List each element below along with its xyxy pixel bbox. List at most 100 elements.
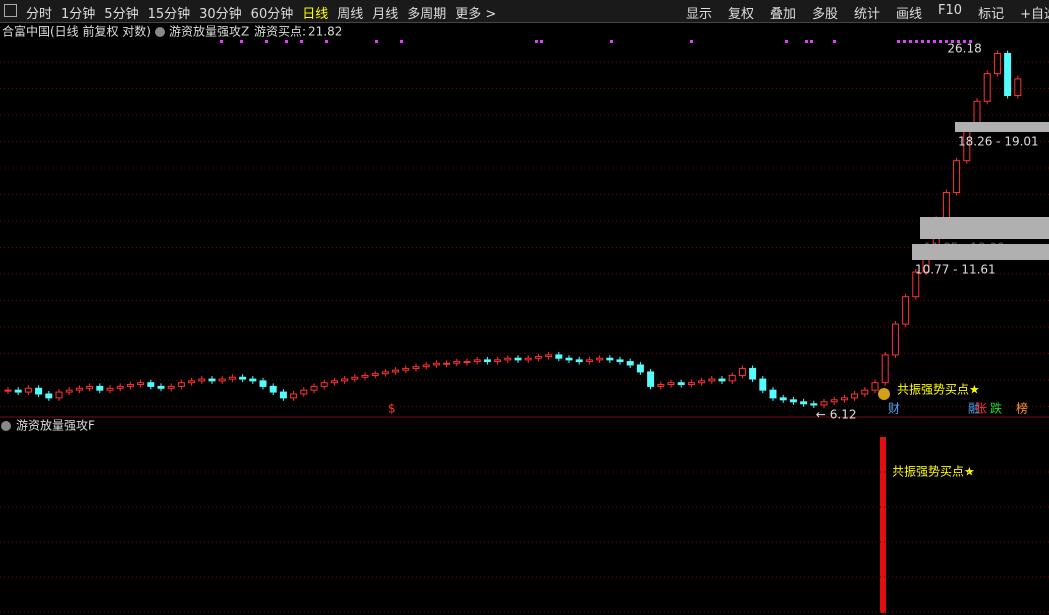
marker-dot <box>945 40 948 43</box>
buy-label: 游资买点: <box>254 25 306 39</box>
candle <box>698 380 706 384</box>
candle <box>167 385 175 389</box>
marker-dot <box>921 40 924 43</box>
candle <box>534 356 542 359</box>
zone-label: 18.26 - 19.01 <box>958 135 1039 149</box>
dollar-marker: $ <box>388 402 396 416</box>
toolbar-button[interactable]: 更多 > <box>455 7 497 22</box>
marker-dot <box>285 40 288 43</box>
candle <box>106 387 114 391</box>
candle <box>789 399 797 403</box>
candle <box>953 160 961 194</box>
toolbar-button[interactable]: 60分钟 <box>250 7 294 22</box>
marker-dot <box>785 40 788 43</box>
candle <box>371 373 379 376</box>
toolbar-button[interactable]: 统计 <box>854 7 881 22</box>
toolbar-button[interactable]: 1分钟 <box>61 7 96 22</box>
stock-title: 合富中国(日线 前复权 对数) <box>2 24 151 39</box>
toolbar-button[interactable]: 复权 <box>727 7 754 22</box>
candle <box>228 376 236 380</box>
indicator-toggle[interactable] <box>1 421 11 431</box>
lower-signal: 共振强势买点★ <box>892 465 975 479</box>
candle <box>4 389 12 392</box>
buy-value: 21.82 <box>308 25 342 39</box>
toolbar-button[interactable]: 分时 <box>26 7 53 22</box>
toolbar-button[interactable]: 30分钟 <box>199 7 242 22</box>
candle <box>545 354 553 358</box>
toolbar-button[interactable]: 日线 <box>302 7 329 22</box>
toolbar-button[interactable]: 15分钟 <box>147 7 191 22</box>
candle <box>616 359 624 363</box>
candle <box>810 403 818 406</box>
marker-dot <box>690 40 693 43</box>
toolbar-button[interactable]: 月线 <box>372 7 399 22</box>
lower-title: 游资放量强攻F <box>16 418 95 433</box>
marker-dot <box>540 40 543 43</box>
toolbar-button[interactable]: 多周期 <box>407 7 447 22</box>
candle <box>381 371 389 375</box>
marker-dot <box>969 40 972 43</box>
candle <box>606 357 614 361</box>
candle <box>269 385 277 393</box>
candle <box>290 393 298 399</box>
candle <box>14 389 22 393</box>
candle <box>147 382 155 387</box>
candle <box>137 382 145 386</box>
toolbar-button[interactable]: 画线 <box>896 7 923 22</box>
candle <box>851 393 859 399</box>
candle <box>1014 78 1022 97</box>
candle <box>891 323 899 356</box>
candle <box>96 385 104 391</box>
low-label: 6.12 <box>830 408 857 422</box>
cai-marker: 财 <box>888 402 900 416</box>
toolbar-button[interactable]: 5分钟 <box>104 7 139 22</box>
marker-dot <box>375 40 378 43</box>
candle <box>983 73 991 102</box>
menu-icon[interactable] <box>4 4 17 17</box>
toolbar-button[interactable]: 显示 <box>685 7 712 22</box>
candle <box>392 369 400 373</box>
candle <box>300 389 308 395</box>
candle <box>361 374 369 378</box>
candle <box>116 385 124 389</box>
marker-dot <box>939 40 942 43</box>
candle <box>647 371 655 387</box>
toolbar-button[interactable]: F10 <box>938 3 963 18</box>
candle <box>259 380 267 387</box>
toolbar-button[interactable]: +自选 <box>1020 7 1049 22</box>
candle <box>443 362 451 365</box>
candle <box>177 382 185 387</box>
candle <box>188 380 196 384</box>
zone-box <box>912 244 1049 260</box>
candle <box>514 357 522 361</box>
marker-dot <box>810 40 813 43</box>
candle <box>687 382 695 386</box>
candle <box>993 52 1001 75</box>
marker-dot <box>897 40 900 43</box>
candle <box>55 391 63 399</box>
toolbar-button[interactable]: 标记 <box>978 7 1005 22</box>
tag: 融 <box>968 402 980 416</box>
candle <box>412 366 420 369</box>
marker-dot <box>909 40 912 43</box>
candle <box>198 378 206 382</box>
candle <box>422 364 430 368</box>
indicator-toggle[interactable] <box>155 27 165 37</box>
candle <box>239 376 247 380</box>
candle <box>840 397 848 401</box>
marker-dot <box>300 40 303 43</box>
toolbar-button[interactable]: 叠加 <box>769 7 796 22</box>
candle <box>494 359 502 363</box>
toolbar-button[interactable]: 多股 <box>812 7 839 22</box>
candle <box>759 378 767 391</box>
candle <box>86 385 94 389</box>
candle <box>677 382 685 386</box>
candle <box>942 192 950 220</box>
toolbar-button[interactable]: 周线 <box>337 7 364 22</box>
marker-dot <box>220 40 223 43</box>
candle <box>585 359 593 363</box>
marker-dot <box>610 40 613 43</box>
marker-dot <box>903 40 906 43</box>
